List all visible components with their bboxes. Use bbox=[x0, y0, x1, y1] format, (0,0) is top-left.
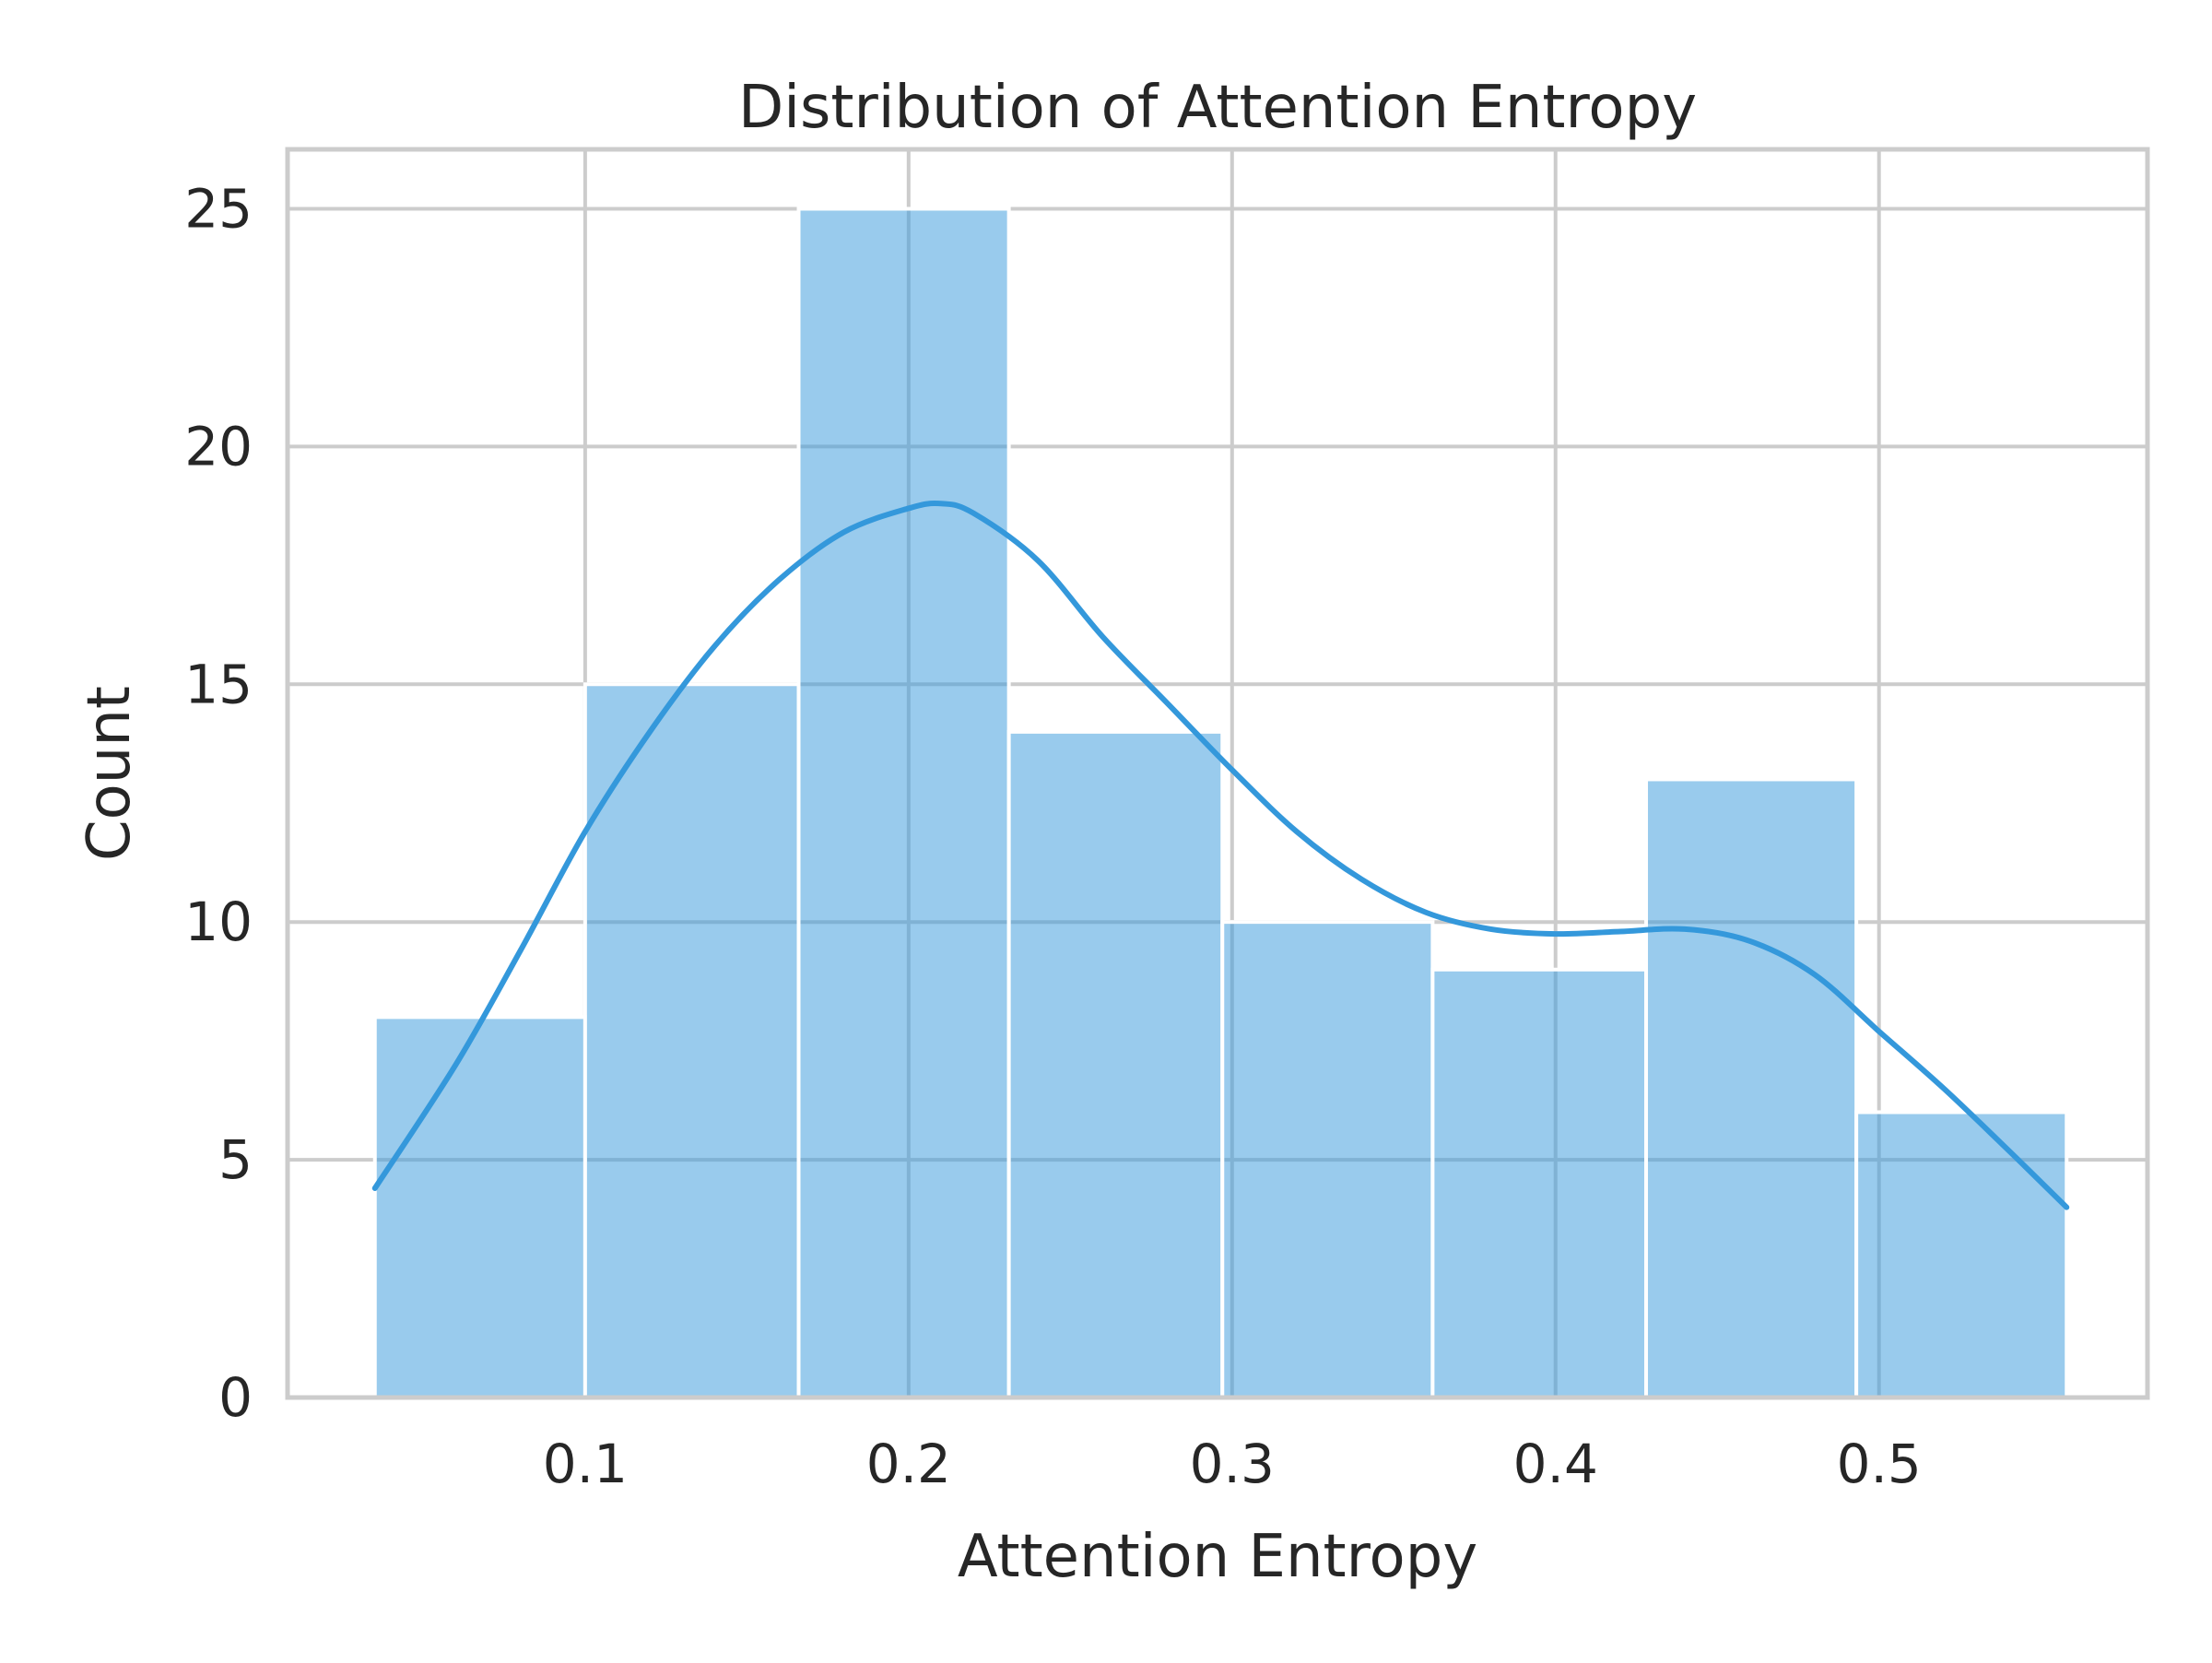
y-tick-label: 10 bbox=[184, 890, 253, 953]
y-tick-label: 0 bbox=[218, 1366, 253, 1429]
y-tick-labels: 0 5 10 15 20 25 bbox=[184, 177, 253, 1429]
y-tick-label: 20 bbox=[184, 415, 253, 478]
histogram-bar bbox=[372, 1015, 587, 1400]
plot-frame bbox=[285, 147, 2150, 1400]
histogram-bar bbox=[1644, 777, 1859, 1399]
y-axis-label: Count bbox=[76, 686, 144, 861]
x-tick-label: 0.5 bbox=[1837, 1433, 1922, 1495]
histogram-bars bbox=[372, 206, 2069, 1400]
y-tick-label: 25 bbox=[184, 177, 253, 240]
x-tick-label: 0.4 bbox=[1513, 1433, 1598, 1495]
chart-title: Distribution of Attention Entropy bbox=[738, 74, 1697, 142]
histogram-bar bbox=[1220, 920, 1435, 1399]
kde-curve bbox=[371, 500, 2070, 1210]
y-tick-label: 15 bbox=[184, 653, 253, 715]
histogram-bar bbox=[1430, 967, 1649, 1400]
kde-line bbox=[371, 500, 2070, 1210]
histogram-bar bbox=[1854, 1110, 2069, 1399]
y-tick-label: 5 bbox=[218, 1128, 253, 1191]
histogram-bar bbox=[1006, 729, 1225, 1399]
histogram-bar bbox=[796, 206, 1011, 1399]
x-tick-labels: 0.1 0.2 0.3 0.4 0.5 bbox=[543, 1433, 1922, 1495]
x-tick-label: 0.3 bbox=[1190, 1433, 1275, 1495]
x-tick-label: 0.2 bbox=[866, 1433, 951, 1495]
x-tick-label: 0.1 bbox=[543, 1433, 628, 1495]
histogram-bar bbox=[582, 682, 801, 1399]
x-axis-label: Attention Entropy bbox=[958, 1523, 1477, 1591]
